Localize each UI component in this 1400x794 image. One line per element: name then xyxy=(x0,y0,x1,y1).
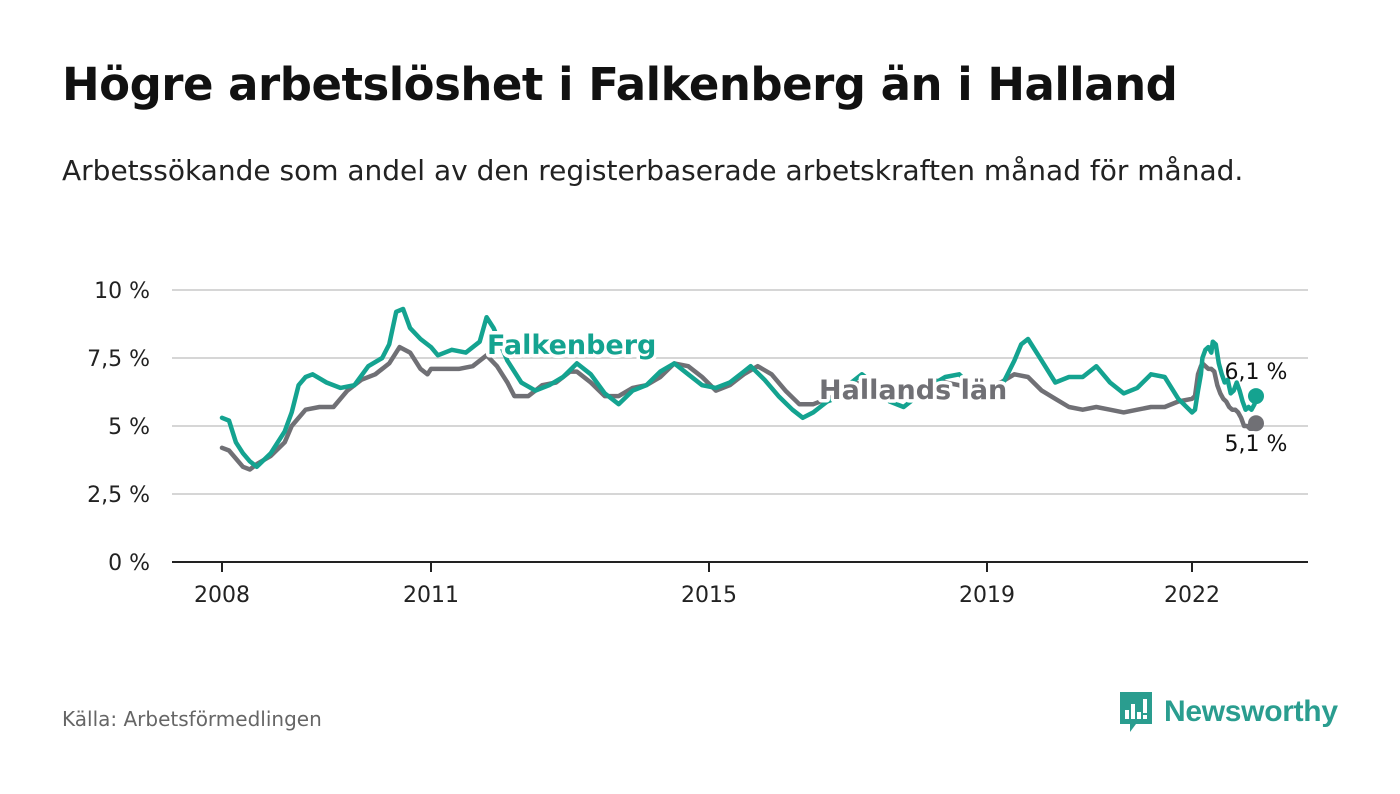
series-line-falkenberg xyxy=(219,306,1259,470)
brand-logo: Newsworthy xyxy=(1118,690,1338,734)
x-tick-label: 2011 xyxy=(403,583,459,608)
series-label-hallands-lan: Hallands län xyxy=(819,375,1007,406)
newsworthy-logo-icon xyxy=(1120,692,1152,732)
series-line-hallands-län xyxy=(219,344,1259,472)
end-label-hallands-lan: 5,1 % xyxy=(1225,432,1288,457)
x-tick-label: 2015 xyxy=(681,583,737,608)
y-tick-label: 10 % xyxy=(94,279,150,304)
brand-name: Newsworthy xyxy=(1164,695,1338,728)
y-tick-label: 2,5 % xyxy=(87,483,150,508)
end-label-falkenberg: 6,1 % xyxy=(1225,360,1288,385)
end-point-hallands-lan xyxy=(1248,415,1264,432)
x-tick-label: 2022 xyxy=(1164,583,1220,608)
y-tick-label: 5 % xyxy=(108,415,150,440)
end-point-falkenberg xyxy=(1248,388,1264,405)
x-tick-label: 2008 xyxy=(194,583,250,608)
y-tick-label: 0 % xyxy=(108,551,150,576)
chart-subtitle: Arbetssökande som andel av den registerb… xyxy=(62,154,1244,187)
x-tick-label: 2019 xyxy=(959,583,1015,608)
source-note: Källa: Arbetsförmedlingen xyxy=(62,707,322,731)
series-label-falkenberg: Falkenberg xyxy=(487,330,656,361)
page-title: Högre arbetslöshet i Falkenberg än i Hal… xyxy=(62,58,1178,111)
y-tick-label: 7,5 % xyxy=(87,347,150,372)
